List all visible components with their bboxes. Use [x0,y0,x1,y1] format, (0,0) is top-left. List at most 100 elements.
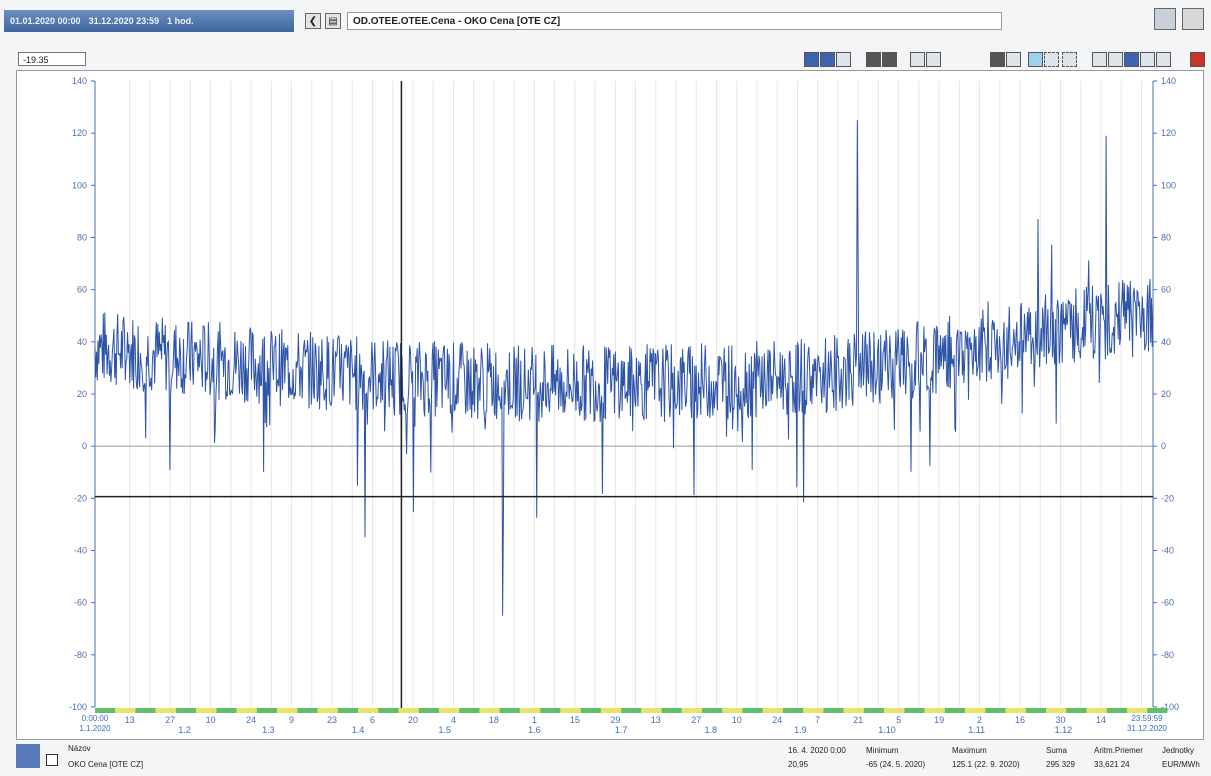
week-band [823,708,844,713]
week-band [236,708,257,713]
week-band [1147,708,1168,713]
y-tick-label: -80 [74,650,87,660]
week-band [175,708,197,713]
y-tick-label: 120 [1161,128,1176,138]
week-band [135,708,156,713]
scroll-left-icon[interactable] [804,52,819,67]
x-month-label: 1.2 [178,725,191,735]
x-month-label: 1.4 [352,725,365,735]
layout-grid-icon[interactable] [1108,52,1123,67]
save-icon[interactable] [882,52,897,67]
y-tick-label: 80 [77,233,87,243]
week-band [843,708,864,713]
week-band [1046,708,1067,713]
y-tick-label: -20 [74,493,87,503]
y-tick-label: 0 [1161,441,1166,451]
zoom-fit-icon[interactable] [836,52,851,67]
week-band [1086,708,1107,713]
series-name: OKO Cena [OTE CZ] [68,760,144,769]
x-day-label: 23 [327,715,337,725]
x-start-date: 1.1.2020 [79,724,111,733]
week-band [742,708,763,713]
cursor-value-field[interactable]: -19.35 [18,52,86,66]
y-tick-label: -80 [1161,650,1174,660]
x-day-label: 29 [610,715,620,725]
y-tick-label: 100 [1161,180,1176,190]
x-day-label: 21 [853,715,863,725]
x-day-label: 10 [732,715,742,725]
week-band [985,708,1006,713]
x-day-label: 16 [1015,715,1025,725]
week-band [1005,708,1026,713]
scroll-right-icon[interactable] [820,52,835,67]
x-day-label: 24 [772,715,782,725]
top-toolbar: 01.01.2020 00:00 31.12.2020 23:59 1 hod.… [0,0,1211,40]
x-month-label: 1.12 [1055,725,1073,735]
bracket-icon[interactable] [1044,52,1059,67]
line-chart[interactable]: -100 -100-80 -80-60 -60-40 -40-20 -200 020 2040… [17,71,1203,739]
layout-split-icon[interactable] [1124,52,1139,67]
y-tick-label: -60 [1161,598,1174,608]
prev-series-icon[interactable]: ❮ [305,13,321,29]
x-day-label: 1 [532,715,537,725]
y-tick-label: 100 [72,180,87,190]
y-tick-label: -20 [1161,493,1174,503]
week-band [803,708,824,713]
series-line [94,120,1154,616]
cursor-icon[interactable] [1006,52,1021,67]
y-tick-label: 80 [1161,233,1171,243]
y-tick-label: -100 [69,702,87,712]
series-checkbox[interactable] [46,754,58,766]
layout-rows-icon[interactable] [1140,52,1155,67]
x-month-label: 1.7 [615,725,628,735]
print-icon[interactable] [1182,8,1204,30]
week-band [519,708,541,713]
week-band [398,708,419,713]
avg-label: Aritm.Priemer [1094,746,1143,755]
series-color-icon[interactable] [16,744,40,768]
chart-area[interactable]: -100 -100 -80 -80 -60 -60 -40 -40 -20 -20 0 0 20 20 40… [16,70,1204,740]
close-chart-icon[interactable] [1190,52,1205,67]
y-tick-label: 140 [72,76,87,86]
min-label: Minimum [866,746,899,755]
calculator-icon[interactable] [1154,8,1176,30]
week-band [1025,708,1047,713]
window-icon[interactable] [1156,52,1171,67]
week-band [1106,708,1127,713]
y-tick-label: -40 [1161,546,1174,556]
export-icon[interactable] [866,52,881,67]
series-list-icon[interactable]: ▤ [325,13,341,29]
unit-label: Jednotky [1162,746,1195,755]
week-band [621,708,642,713]
x-day-label: 14 [1096,715,1106,725]
x-day-label: 19 [934,715,944,725]
week-band [924,708,945,713]
table-icon[interactable] [990,52,1005,67]
series-title-field[interactable]: OD.OTEE.OTEE.Cena - OKO Cena [OTE CZ] [347,12,1002,30]
week-band [722,708,743,713]
time-range-selector[interactable]: 01.01.2020 00:00 31.12.2020 23:59 1 hod. [4,10,294,32]
x-day-label: 2 [977,715,982,725]
bracket-right-icon[interactable] [1062,52,1077,67]
week-band [540,708,561,713]
week-band [904,708,925,713]
highlight-icon[interactable] [1028,52,1043,67]
week-band [297,708,318,713]
x-day-label: 4 [451,715,456,725]
x-day-label: 18 [489,715,499,725]
layout-single-icon[interactable] [1092,52,1107,67]
y-tick-label: 120 [72,128,87,138]
week-band [944,708,966,713]
week-band [782,708,804,713]
y-tick-label: 20 [77,389,87,399]
cursor-time: 16. 4. 2020 0:00 [788,746,846,755]
x-month-label: 1.10 [878,725,896,735]
x-month-label: 1.11 [968,725,985,735]
week-band [580,708,601,713]
grid-settings-icon[interactable] [926,52,941,67]
x-day-label: 7 [815,715,820,725]
sum-value: 295 329 [1046,760,1075,769]
y-tick-label: 40 [77,337,87,347]
x-end-time: 23:59:59 [1131,714,1163,723]
settings-icon[interactable] [910,52,925,67]
